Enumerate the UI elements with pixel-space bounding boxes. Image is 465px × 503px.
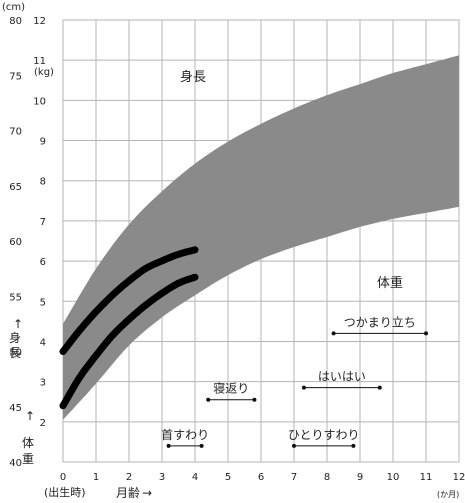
height-tick-label: 70 <box>9 127 22 138</box>
milestone-label: ひとりすわり <box>288 428 360 442</box>
x-axis-arrow: → <box>142 486 152 500</box>
x-tick-label: 7 <box>291 472 297 483</box>
x-tick-label: 3 <box>159 472 165 483</box>
series <box>59 246 199 410</box>
milestone-start-dot <box>331 331 336 336</box>
milestone-start-dot <box>292 443 296 448</box>
band-label-weight: 体重 <box>377 275 403 291</box>
milestone-end-dot <box>351 443 356 448</box>
milestone-start-dot <box>166 443 171 448</box>
series-height <box>59 246 199 355</box>
weight-tick-label: 12 <box>33 16 46 27</box>
x-tick-label: 5 <box>225 472 231 483</box>
weight-axis-arrow: ↑ <box>25 409 35 423</box>
x-tick-label: 6 <box>258 472 264 483</box>
x-tick-label: 12 <box>453 472 465 483</box>
weight-axis-label-1: 体 <box>22 436 34 450</box>
weight-tick-label: 8 <box>40 177 46 188</box>
milestone-label: 寝返り <box>213 381 249 396</box>
bands <box>63 55 459 420</box>
x-tick-label: 10 <box>387 472 400 483</box>
milestone-end-dot <box>199 443 204 448</box>
height-tick-label: 60 <box>9 237 22 248</box>
height-tick-label: 75 <box>9 71 22 82</box>
height-axis-arrow: ↑ <box>13 317 23 331</box>
weight-tick-label: 6 <box>40 257 46 268</box>
height-tick-label: 40 <box>9 458 22 469</box>
height-tick-label: 80 <box>9 16 22 27</box>
milestone-label: 首すわり <box>161 428 209 442</box>
x-tick-label: 0 <box>60 472 66 483</box>
x-axis-origin-note: (出生時) <box>44 485 86 499</box>
height-unit-label: (cm) <box>2 2 25 13</box>
weight-tick-label: 4 <box>40 337 46 348</box>
x-tick-label: 2 <box>126 472 132 483</box>
band-label-height: 身長 <box>180 69 206 85</box>
height-tick-label: 55 <box>9 292 22 303</box>
milestone-start-dot <box>206 397 211 402</box>
x-tick-label: 4 <box>192 472 198 483</box>
height-tick-label: 50 <box>9 348 22 359</box>
ticks: 0 1 2 3 4 5 6 7 8 9 10 11 12404550556065707580234567… <box>9 16 465 483</box>
x-axis-unit-label: (か月) <box>437 490 459 499</box>
weight-tick-label: 9 <box>40 137 46 148</box>
milestone-start-dot <box>301 385 306 390</box>
weight-tick-label: 7 <box>40 217 46 228</box>
height-tick-label: 45 <box>9 403 22 414</box>
x-tick-label: 11 <box>420 472 433 483</box>
weight-unit-label: (kg) <box>34 67 54 78</box>
weight-tick-label: 2 <box>40 418 46 429</box>
milestone-end-dot <box>377 385 382 390</box>
x-tick-label: 9 <box>357 472 363 483</box>
height-tick-label: 65 <box>9 182 22 193</box>
weight-axis-label-2: 重 <box>22 452 34 466</box>
milestone-label: はいはい <box>318 370 366 384</box>
weight-tick-label: 11 <box>33 56 46 67</box>
weight-tick-label: 5 <box>40 297 46 308</box>
milestone-end-dot <box>424 331 428 336</box>
series-weight <box>59 273 199 410</box>
x-axis-label: 月齢 <box>116 485 140 500</box>
x-tick-label: 8 <box>324 472 330 483</box>
x-tick-label: 1 <box>93 472 99 483</box>
milestone-label: つかまり立ち <box>344 314 416 329</box>
weight-tick-label: 10 <box>33 96 46 107</box>
weight-tick-label: 3 <box>40 378 46 389</box>
milestone-end-dot <box>252 397 257 402</box>
band-weight <box>63 94 459 420</box>
height-axis-label-1: 身 <box>9 330 21 345</box>
height-axis-label-2: 長 <box>9 346 21 360</box>
